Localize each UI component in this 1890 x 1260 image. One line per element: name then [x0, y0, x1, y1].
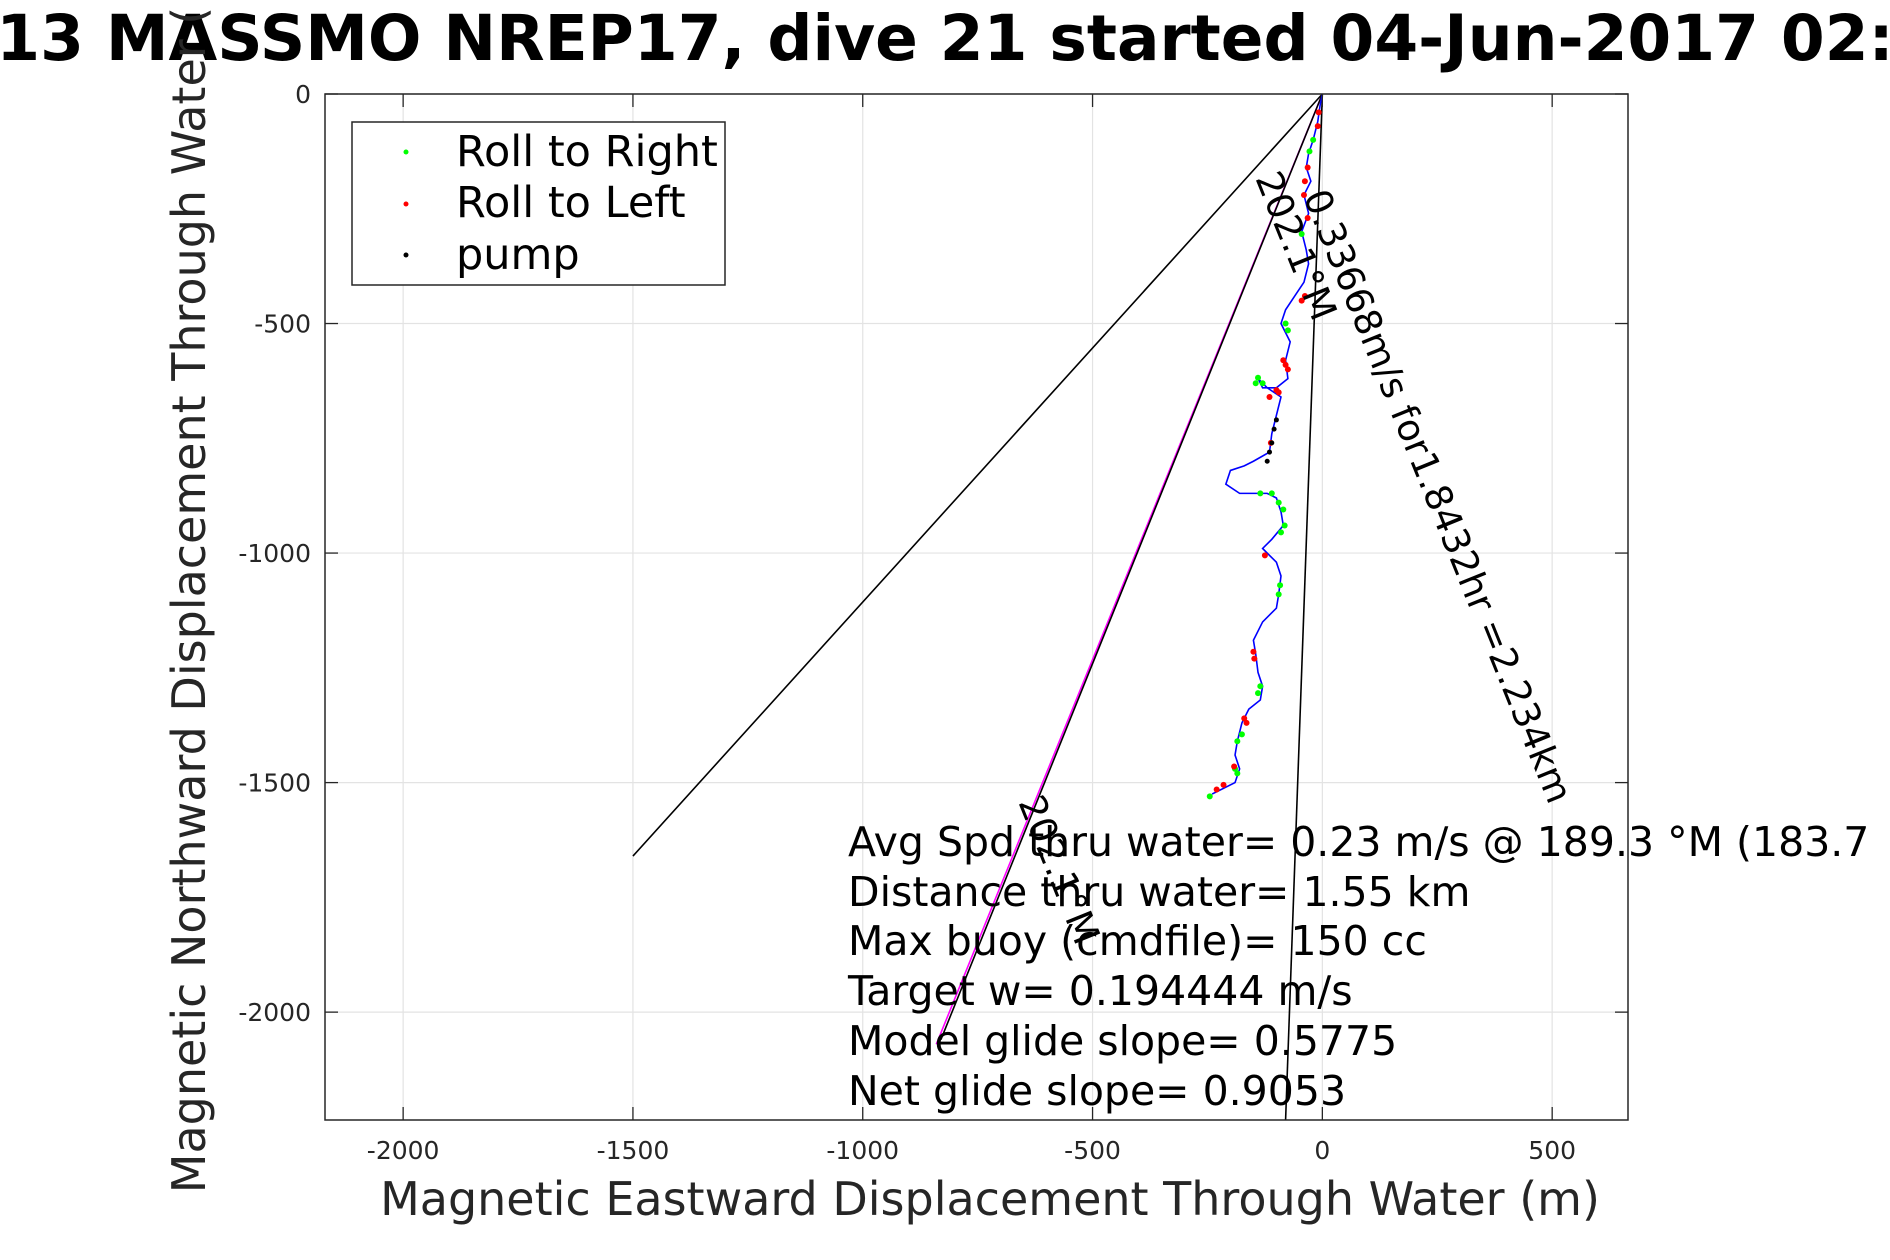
roll-right-point: [1310, 136, 1317, 143]
roll-left-point: [1273, 387, 1280, 394]
legend-label-pump: pump: [456, 230, 580, 280]
roll-left-point: [1282, 361, 1289, 368]
legend-marker-pump: [403, 252, 409, 258]
roll-left-point: [1241, 715, 1248, 722]
reference-line: [1284, 93, 1324, 1121]
legend-box: [351, 121, 726, 286]
plot-frame: [324, 93, 1629, 1121]
stat-model-glide-slope: Model glide slope= 0.5775: [848, 1017, 1397, 1065]
reference-lines: [632, 93, 1324, 1121]
roll-right-point: [1280, 506, 1287, 513]
roll-left-point: [1220, 781, 1227, 788]
roll-right-point: [1277, 582, 1284, 589]
roll-right-point: [1268, 490, 1275, 497]
legend-label-roll-right: Roll to Right: [456, 127, 718, 177]
x-axis-label: Magnetic Eastward Displacement Through W…: [380, 1172, 1600, 1226]
x-tick-label: -1000: [826, 1136, 899, 1165]
roll-left-point: [1251, 655, 1258, 662]
x-tick-label: 0: [1314, 1136, 1330, 1165]
roll-right-point: [1259, 380, 1266, 387]
roll-right-point: [1234, 770, 1241, 777]
roll-left-point: [1250, 648, 1257, 655]
chart-title: 613 MASSMO NREP17, dive 21 started 04-Ju…: [0, 2, 1890, 75]
roll-left-point: [1314, 123, 1321, 130]
roll-left-point: [1298, 297, 1305, 304]
stat-avg-speed: Avg Spd thru water= 0.23 m/s @ 189.3 °M …: [848, 818, 1869, 866]
roll-right-point: [1257, 490, 1264, 497]
roll-right-point: [1281, 522, 1288, 529]
y-tick-label: 0: [295, 80, 311, 109]
stat-net-glide-slope: Net glide slope= 0.9053: [848, 1067, 1346, 1115]
y-tick-label: -1000: [238, 539, 311, 568]
roll-left-point: [1300, 191, 1307, 198]
roll-left-point: [1243, 719, 1250, 726]
pump-point: [1271, 426, 1277, 432]
roll-right-point: [1277, 529, 1284, 536]
x-tick-label: -2000: [367, 1136, 440, 1165]
pump-point: [1273, 417, 1279, 423]
roll-left-point: [1315, 109, 1322, 116]
stat-max-buoy: Max buoy (cmdfile)= 150 cc: [848, 917, 1427, 965]
roll-right-point: [1275, 591, 1282, 598]
stats-annotation: Avg Spd thru water= 0.23 m/s @ 189.3 °M …: [847, 818, 1869, 1115]
y-tick-label: -500: [254, 310, 311, 339]
legend-marker-roll-right: [403, 149, 409, 155]
roll-left-point: [1280, 357, 1287, 364]
roll-right-point: [1306, 148, 1313, 155]
stat-target-w: Target w= 0.194444 m/s: [847, 967, 1353, 1015]
roll-left-point: [1304, 214, 1311, 221]
roll-right-point: [1238, 731, 1245, 738]
legend: Roll to Right Roll to Left pump: [351, 121, 726, 286]
reference-line: [632, 93, 1323, 857]
x-tick-label: -500: [1064, 1136, 1121, 1165]
y-tick-label: -1500: [238, 769, 311, 798]
roll-right-point: [1234, 738, 1241, 745]
roll-right-point: [1284, 327, 1291, 334]
roll-left-point: [1213, 786, 1220, 793]
roll-right-point: [1282, 320, 1289, 327]
roll-left-point: [1231, 763, 1238, 770]
roll-right-point: [1206, 793, 1213, 800]
pump-point: [1264, 458, 1270, 464]
roll-left-point: [1266, 393, 1273, 400]
roll-right-point: [1298, 231, 1305, 238]
roll-right-point: [1275, 499, 1282, 506]
roll-left-point: [1301, 292, 1308, 299]
glider-track: [1211, 93, 1324, 795]
pump-point: [1267, 449, 1273, 455]
roll-right-point: [1255, 690, 1262, 697]
x-tick-label: 500: [1528, 1136, 1576, 1165]
roll-right-point: [1255, 374, 1262, 381]
y-tick-label: -2000: [238, 998, 311, 1027]
roll-left-point: [1261, 552, 1268, 559]
x-tick-label: -1500: [597, 1136, 670, 1165]
track-layer: [1211, 93, 1324, 795]
roll-left-point: [1304, 164, 1311, 171]
roll-right-point: [1257, 683, 1264, 690]
points-layer: [1206, 109, 1322, 800]
stat-distance: Distance thru water= 1.55 km: [848, 868, 1470, 916]
roll-right-point: [1252, 380, 1259, 387]
speed-duration-label: 0.33668m/s for1.8432hr =2.234km: [1295, 183, 1581, 809]
reference-line: [940, 93, 1324, 1040]
ticks: -2000 -1500 -1000 -500 0 500 0 -500 -1000 -1500 -2…: [238, 80, 1628, 1165]
roll-left-point: [1301, 178, 1308, 185]
y-axis-label: Magnetic Northward Displacement Through …: [162, 7, 216, 1193]
roll-left-point: [1284, 366, 1291, 373]
pump-point: [1269, 440, 1275, 446]
legend-marker-roll-left: [403, 201, 409, 207]
legend-label-roll-left: Roll to Left: [456, 178, 686, 228]
